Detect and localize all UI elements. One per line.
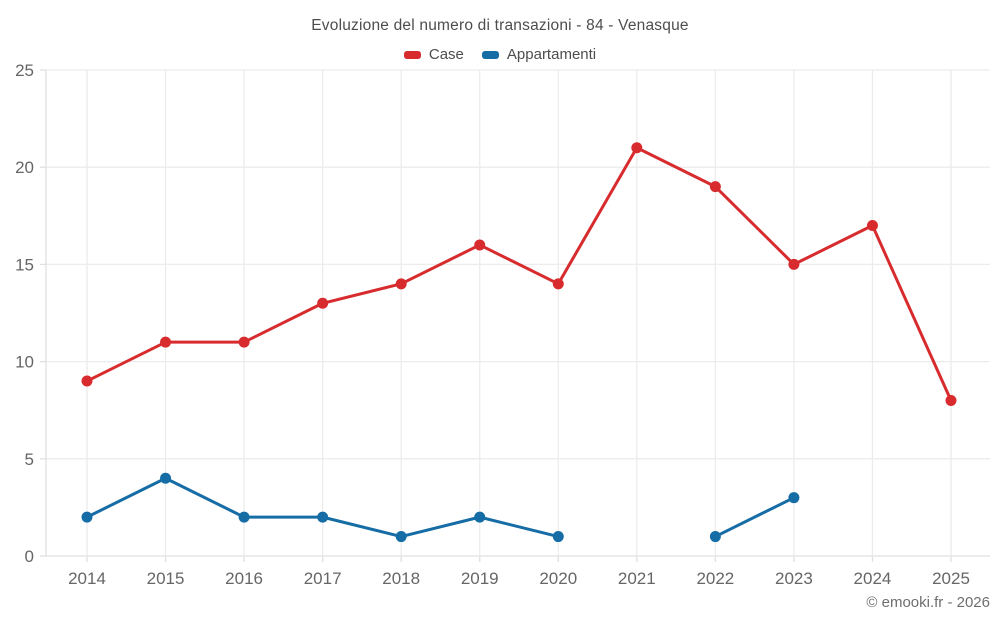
data-point-appartamenti-2018[interactable] — [395, 531, 407, 543]
x-axis-label: 2024 — [854, 569, 892, 588]
copyright-text: © emooki.fr - 2026 — [866, 594, 990, 611]
legend-item-case[interactable]: Case — [403, 46, 464, 63]
data-point-case-2017[interactable] — [317, 297, 329, 309]
data-point-case-2021[interactable] — [631, 142, 643, 154]
x-axis-label: 2022 — [696, 569, 734, 588]
y-axis-label: 10 — [15, 353, 34, 372]
x-axis-label: 2020 — [539, 569, 577, 588]
y-axis-label: 25 — [15, 61, 34, 80]
data-point-appartamenti-2019[interactable] — [474, 511, 486, 523]
chart-title: Evoluzione del numero di transazioni - 8… — [311, 17, 689, 34]
x-axis-label: 2018 — [382, 569, 420, 588]
data-point-appartamenti-2015[interactable] — [160, 472, 172, 484]
legend-label-appartamenti: Appartamenti — [506, 46, 597, 63]
data-point-case-2020[interactable] — [552, 278, 564, 290]
legend-item-appartamenti[interactable]: Appartamenti — [481, 46, 597, 63]
x-axis-label: 2017 — [304, 569, 342, 588]
x-axis-label: 2014 — [68, 569, 106, 588]
series-line-case — [85, 146, 953, 402]
legend-label-case: Case — [428, 46, 464, 63]
y-axis-label: 0 — [25, 547, 34, 566]
appartamenti-series-swatch-icon — [481, 50, 499, 59]
chart-legend: Case Appartamenti — [0, 46, 1000, 63]
y-axis-label: 5 — [25, 450, 34, 469]
data-point-appartamenti-2016[interactable] — [238, 511, 250, 523]
data-point-case-2016[interactable] — [238, 336, 250, 348]
data-point-appartamenti-2014[interactable] — [81, 511, 93, 523]
x-axis-label: 2025 — [932, 569, 970, 588]
y-axis-label: 20 — [15, 158, 34, 177]
x-axis-label: 2021 — [618, 569, 656, 588]
data-point-appartamenti-2022[interactable] — [709, 531, 721, 543]
data-point-appartamenti-2023[interactable] — [788, 492, 800, 504]
x-axis-label: 2016 — [225, 569, 263, 588]
data-point-case-2014[interactable] — [81, 375, 93, 387]
y-axis-label: 15 — [15, 255, 34, 274]
case-series-swatch-icon — [403, 50, 421, 59]
data-point-case-2023[interactable] — [788, 258, 800, 270]
x-axis-label: 2015 — [147, 569, 185, 588]
data-point-case-2019[interactable] — [474, 239, 486, 251]
series-line-appartamenti — [713, 496, 796, 539]
data-point-appartamenti-2020[interactable] — [552, 531, 564, 543]
data-point-case-2015[interactable] — [160, 336, 172, 348]
data-point-appartamenti-2017[interactable] — [317, 511, 329, 523]
data-point-case-2018[interactable] — [395, 278, 407, 290]
data-point-case-2025[interactable] — [945, 394, 957, 406]
data-point-case-2022[interactable] — [709, 181, 721, 193]
x-axis-label: 2023 — [775, 569, 813, 588]
data-point-case-2024[interactable] — [866, 220, 878, 232]
x-axis-label: 2019 — [461, 569, 499, 588]
